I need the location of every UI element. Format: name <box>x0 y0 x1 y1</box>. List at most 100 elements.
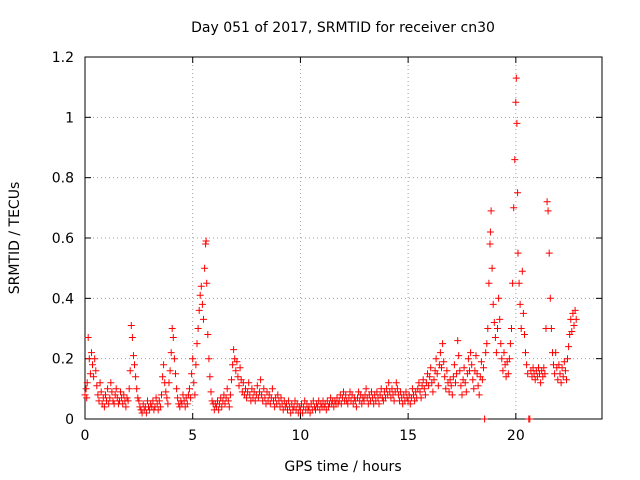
data-point <box>205 355 213 363</box>
y-tick-label: 0.2 <box>52 352 74 368</box>
data-point <box>547 325 555 332</box>
data-point <box>196 291 204 299</box>
data-point <box>420 385 428 393</box>
y-tick-label: 1.2 <box>52 50 74 66</box>
data-point <box>421 391 429 399</box>
data-point <box>460 364 468 372</box>
data-point <box>392 379 400 387</box>
data-point <box>478 376 486 384</box>
data-point <box>215 406 223 414</box>
data-points <box>81 74 580 423</box>
data-point <box>268 385 276 393</box>
data-point <box>159 373 167 381</box>
data-point <box>514 189 522 197</box>
data-point <box>445 388 453 396</box>
data-point <box>426 373 434 381</box>
x-tick-label: 0 <box>81 428 90 444</box>
data-point <box>104 385 112 393</box>
data-point <box>419 376 427 384</box>
data-point <box>106 394 114 402</box>
data-point <box>402 388 410 396</box>
data-point <box>462 388 470 396</box>
data-point <box>226 391 234 399</box>
data-point <box>120 391 128 399</box>
data-point <box>251 397 259 405</box>
data-point <box>133 385 141 393</box>
data-point <box>102 391 109 399</box>
data-point <box>544 207 552 215</box>
data-point <box>554 376 562 384</box>
data-point <box>429 388 437 396</box>
data-point <box>373 388 381 396</box>
data-point <box>545 249 553 257</box>
data-point <box>540 364 548 372</box>
data-point <box>393 385 401 393</box>
data-point <box>202 237 210 245</box>
data-point <box>489 300 497 308</box>
data-point <box>165 379 173 387</box>
tick-labels: 0 5 10 15 20 0 0.2 0.4 0.6 0.8 1 1.2 <box>52 50 525 444</box>
data-point <box>86 370 94 378</box>
x-tick-label: 20 <box>507 428 525 444</box>
data-point <box>195 306 203 314</box>
data-point <box>162 388 170 396</box>
data-point <box>449 373 457 381</box>
data-point <box>500 349 508 357</box>
data-point <box>522 349 529 357</box>
data-point <box>467 349 475 357</box>
data-point <box>362 385 370 393</box>
data-point <box>360 397 368 405</box>
data-point <box>521 331 528 338</box>
data-point <box>446 376 454 384</box>
data-point <box>564 355 571 363</box>
data-point <box>254 394 262 402</box>
data-point <box>152 394 160 402</box>
data-point <box>485 279 493 287</box>
data-point <box>508 325 515 332</box>
data-point <box>277 394 285 402</box>
data-point <box>266 400 274 408</box>
data-point <box>430 376 438 384</box>
data-point <box>246 391 254 399</box>
data-point <box>456 367 464 375</box>
data-point <box>490 319 498 326</box>
data-point <box>167 349 175 357</box>
data-point <box>352 403 360 411</box>
data-point <box>443 367 451 375</box>
data-point <box>524 370 532 378</box>
data-point <box>468 361 476 369</box>
data-point <box>492 349 500 357</box>
data-point <box>559 373 567 381</box>
data-point <box>169 334 177 341</box>
data-point <box>155 397 163 405</box>
data-point <box>385 379 393 387</box>
data-point <box>448 391 456 399</box>
data-point <box>558 364 566 372</box>
data-point <box>470 385 478 393</box>
data-point <box>513 119 521 127</box>
data-point <box>122 403 130 411</box>
data-point <box>482 349 490 357</box>
x-tick-label: 5 <box>188 428 197 444</box>
data-point <box>107 379 115 387</box>
data-point <box>84 334 92 341</box>
data-point <box>440 358 448 366</box>
data-point <box>473 370 481 378</box>
data-point <box>514 249 522 257</box>
data-point <box>92 367 100 375</box>
data-point <box>487 207 495 215</box>
data-point <box>166 367 174 375</box>
data-point <box>82 385 90 393</box>
data-point <box>477 358 485 366</box>
data-point <box>203 279 211 287</box>
y-tick-label: 0 <box>65 412 74 428</box>
data-point <box>546 294 554 302</box>
data-point <box>198 300 206 308</box>
data-point <box>442 385 450 393</box>
data-point <box>515 279 523 287</box>
data-point <box>156 403 164 411</box>
data-point <box>172 370 179 378</box>
data-point <box>458 391 466 399</box>
data-point <box>93 382 101 390</box>
data-point <box>83 394 91 402</box>
